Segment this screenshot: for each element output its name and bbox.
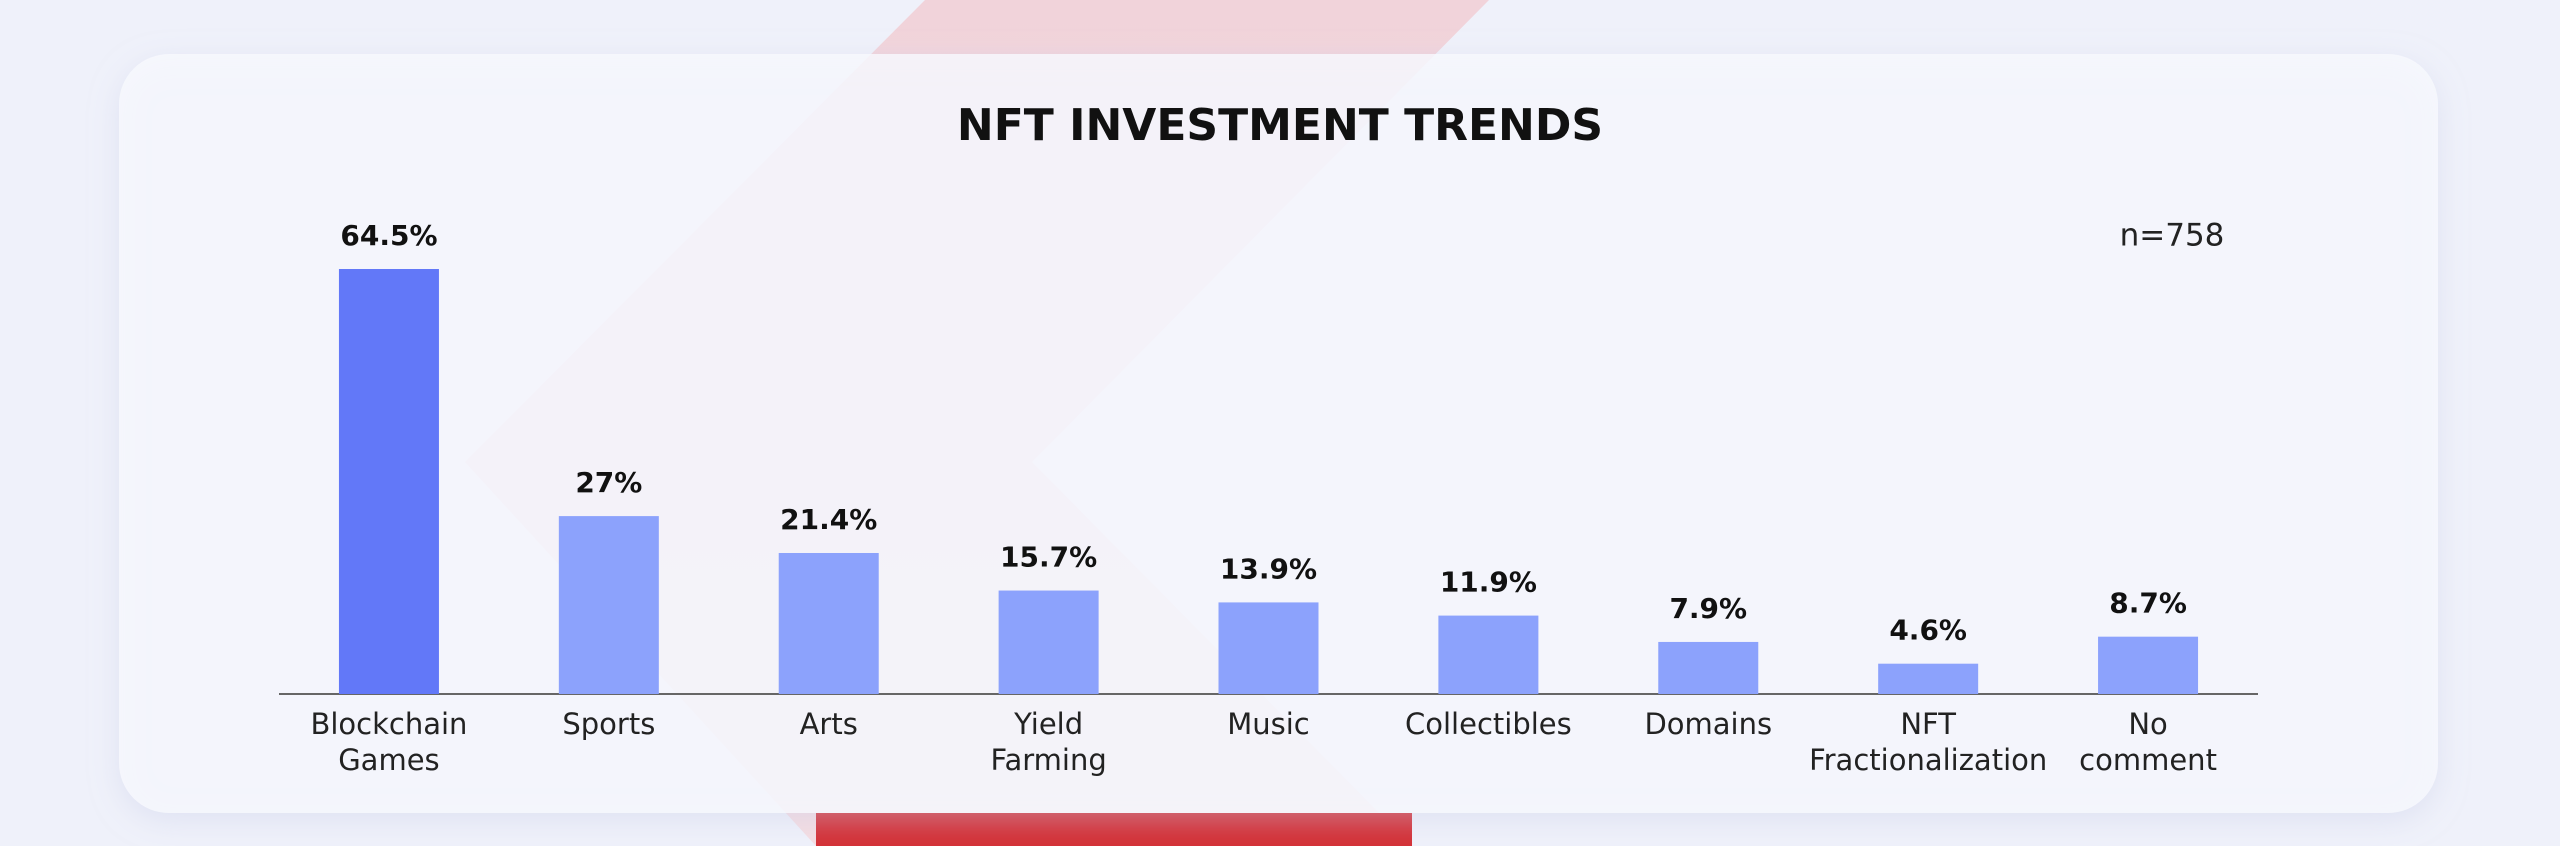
value-label: 15.7%: [1000, 541, 1097, 574]
x-tick-label: Domains: [1644, 707, 1772, 741]
chart-title: NFT INVESTMENT TRENDS: [957, 100, 1603, 151]
x-tick-label: Collectibles: [1405, 707, 1572, 741]
value-label: 21.4%: [780, 503, 877, 536]
x-tick-label: Music: [1227, 707, 1310, 741]
bar: [1218, 602, 1319, 694]
value-label: 64.5%: [340, 219, 437, 252]
x-tick-label: No comment: [2079, 707, 2217, 777]
value-label: 13.9%: [1220, 552, 1317, 585]
value-label: 11.9%: [1440, 566, 1537, 599]
bar: [338, 269, 439, 694]
bar: [1438, 615, 1539, 694]
x-tick-label: Yield Farming: [990, 707, 1106, 777]
decor-strip: [816, 813, 1412, 846]
x-tick-label: Blockchain Games: [310, 707, 467, 777]
x-tick-label: Sports: [562, 707, 655, 741]
value-label: 7.9%: [1669, 592, 1747, 625]
bar: [1878, 663, 1979, 694]
bar: [1658, 641, 1759, 694]
bar: [2098, 636, 2199, 694]
bar: [558, 516, 659, 694]
value-label: 8.7%: [2109, 587, 2187, 620]
bar: [998, 590, 1099, 694]
annotation: n=758: [2120, 218, 2225, 254]
x-tick-label: Arts: [800, 707, 858, 741]
bar: [778, 552, 879, 694]
x-tick-label: NFT Fractionalization: [1809, 707, 2047, 777]
card: [119, 54, 2438, 813]
value-label: 27%: [575, 466, 642, 499]
value-label: 4.6%: [1889, 614, 1967, 647]
